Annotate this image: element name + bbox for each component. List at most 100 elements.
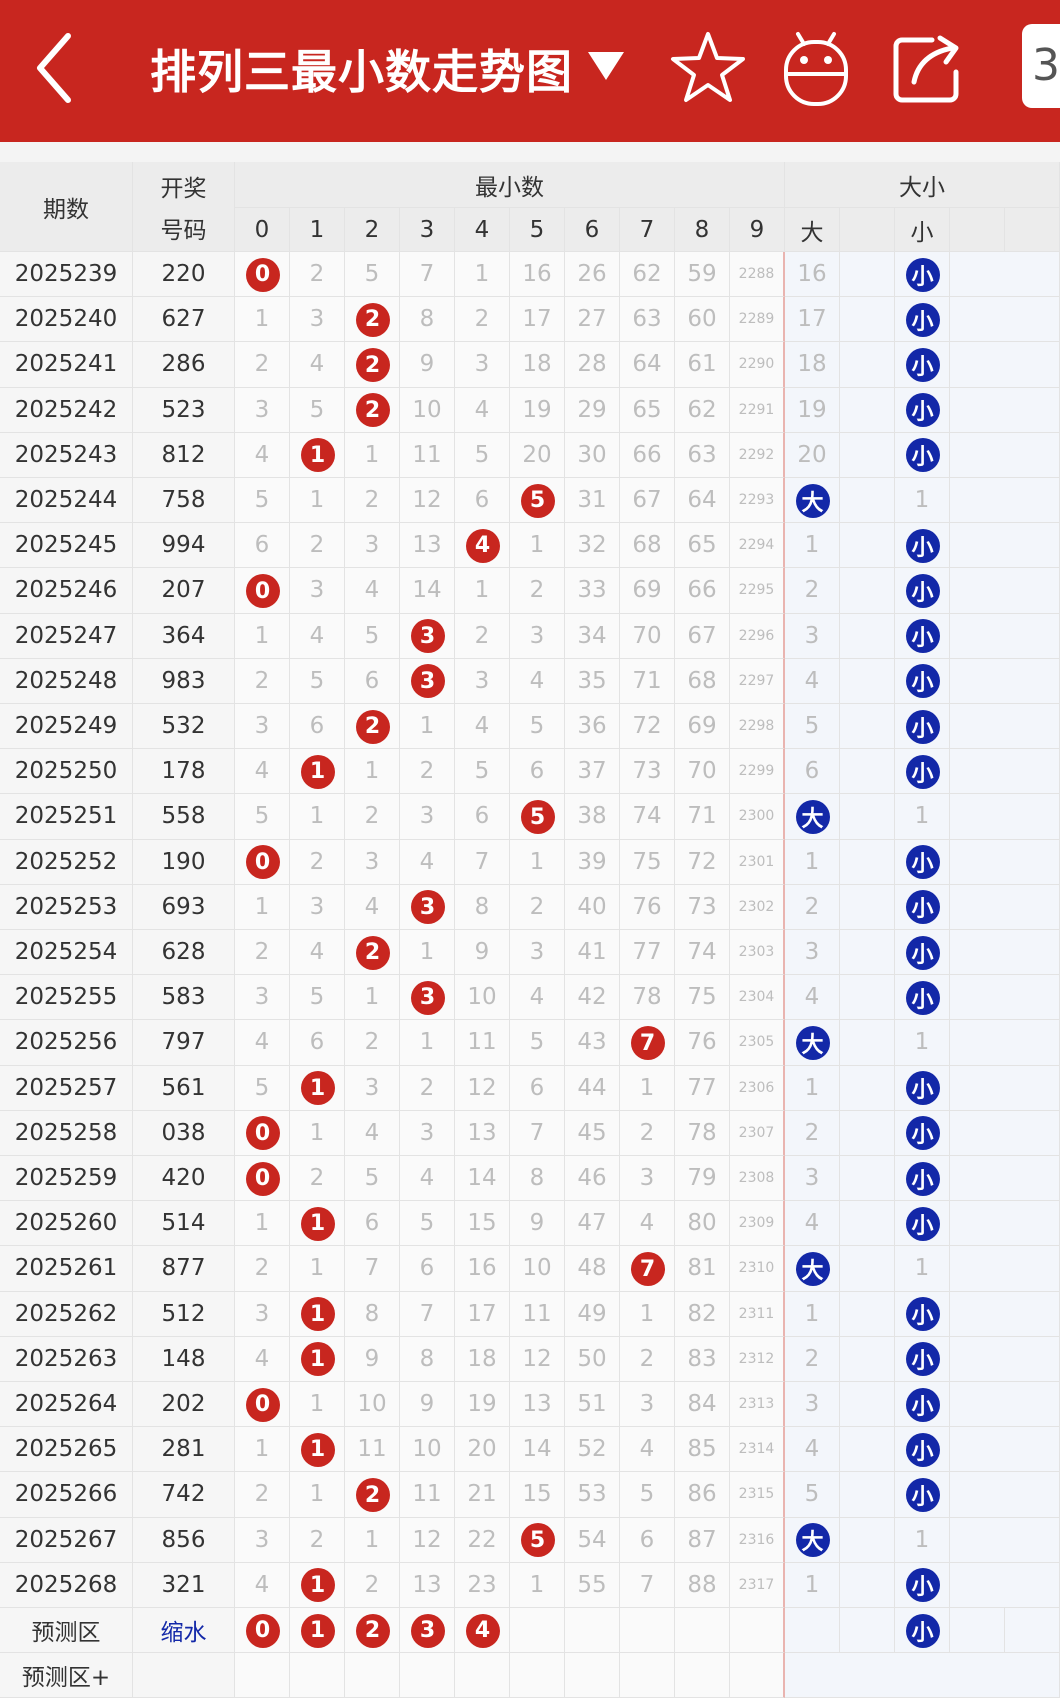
- draw-number-cell: 207: [133, 568, 235, 614]
- draw-number-cell: 627: [133, 297, 235, 343]
- size-header-1: [840, 208, 895, 252]
- miss-cell: 2299: [730, 749, 785, 795]
- issue-cell: 2025256: [0, 1020, 133, 1066]
- miss-cell: 1: [235, 884, 290, 930]
- size-big-ball: 大: [795, 800, 830, 834]
- page-title[interactable]: 排列三最小数走势图: [150, 45, 573, 99]
- predict-ball: 2: [355, 1613, 390, 1648]
- min-ball: 0: [245, 1161, 280, 1196]
- miss-cell: 5: [455, 432, 510, 478]
- predict-plus-draw: [133, 1653, 235, 1698]
- miss-cell: 10: [400, 387, 455, 433]
- miss-cell: 2315: [730, 1472, 785, 1518]
- miss-cell: 64: [675, 478, 730, 524]
- miss-cell: 2305: [730, 1020, 785, 1066]
- size-filler-cell: [950, 1472, 1060, 1518]
- share-icon[interactable]: [888, 28, 968, 108]
- min-ball: 7: [630, 1026, 665, 1060]
- miss-cell: 21: [455, 1472, 510, 1518]
- draw-number-cell: 583: [133, 975, 235, 1021]
- dropdown-triangle-icon[interactable]: [588, 52, 624, 80]
- miss-cell: 3: [290, 568, 345, 614]
- min-ball: 2: [355, 348, 390, 382]
- app-header: 排列三最小数走势图 3: [0, 0, 1060, 142]
- miss-cell: 4: [510, 658, 565, 704]
- miss-cell: 87: [675, 1517, 730, 1563]
- size-big-cell: 17: [785, 297, 840, 343]
- miss-cell: 41: [565, 930, 620, 976]
- miss-cell: 2: [455, 297, 510, 343]
- back-arrow-icon[interactable]: [30, 28, 80, 108]
- miss-cell: 2: [235, 658, 290, 704]
- miss-cell: 5: [345, 1156, 400, 1202]
- miss-cell: 44: [565, 1065, 620, 1111]
- miss-cell: 1: [235, 1427, 290, 1473]
- draw-number-cell: 321: [133, 1562, 235, 1608]
- miss-cell: 60: [675, 297, 730, 343]
- miss-cell: 1: [345, 749, 400, 795]
- miss-cell: 2301: [730, 839, 785, 885]
- header-gap: [0, 142, 1060, 162]
- side-tab[interactable]: 3: [1022, 24, 1060, 108]
- miss-cell: 2: [455, 613, 510, 659]
- star-icon[interactable]: [668, 28, 748, 108]
- miss-cell: 2292: [730, 432, 785, 478]
- digit-header-3: 3: [400, 208, 455, 252]
- size-filler-cell: [950, 1382, 1060, 1428]
- miss-cell: 78: [620, 975, 675, 1021]
- size-big-cell: 1: [785, 839, 840, 885]
- miss-cell: 78: [675, 1110, 730, 1156]
- size-header-3: [950, 208, 1005, 252]
- size-small-ball: 小: [905, 1116, 940, 1151]
- miss-cell: 16: [455, 1246, 510, 1292]
- miss-cell: 6: [345, 658, 400, 704]
- draw-number-cell: 758: [133, 478, 235, 524]
- size-small-ball: 小: [905, 754, 940, 789]
- size-big-cell: 3: [785, 1382, 840, 1428]
- miss-cell: 1: [290, 1472, 345, 1518]
- miss-cell: 42: [565, 975, 620, 1021]
- miss-cell: 6: [620, 1517, 675, 1563]
- issue-cell: 2025249: [0, 704, 133, 750]
- miss-cell: 2: [235, 1246, 290, 1292]
- issue-cell: 2025262: [0, 1291, 133, 1337]
- digit-header-5: 5: [510, 208, 565, 252]
- min-ball: 2: [355, 1478, 390, 1512]
- miss-cell: 2: [620, 1336, 675, 1382]
- miss-cell: 2295: [730, 568, 785, 614]
- issue-cell: 2025242: [0, 387, 133, 433]
- miss-cell: 2: [345, 1562, 400, 1608]
- draw-number-cell: 877: [133, 1246, 235, 1292]
- miss-cell: 3: [345, 1065, 400, 1111]
- size-small-ball: 小: [905, 1568, 940, 1603]
- miss-cell: 4: [235, 1020, 290, 1066]
- draw-number-cell: 797: [133, 1020, 235, 1066]
- miss-cell: 1: [510, 523, 565, 569]
- issue-cell: 2025267: [0, 1517, 133, 1563]
- miss-cell: 35: [565, 658, 620, 704]
- issue-cell: 2025255: [0, 975, 133, 1021]
- predict-draw-label: 缩水: [133, 1608, 235, 1654]
- miss-cell: 2311: [730, 1291, 785, 1337]
- size-small-ball: 小: [905, 619, 940, 654]
- miss-cell: 2297: [730, 658, 785, 704]
- miss-cell: 1: [235, 613, 290, 659]
- size-big-cell: 19: [785, 387, 840, 433]
- miss-cell: 38: [565, 794, 620, 840]
- miss-cell: 1: [290, 1246, 345, 1292]
- miss-cell: 6: [510, 749, 565, 795]
- miss-cell: 4: [235, 432, 290, 478]
- miss-cell: 2309: [730, 1201, 785, 1247]
- size-small-ball: 小: [905, 1387, 940, 1422]
- size-big-cell: 2: [785, 568, 840, 614]
- miss-cell: 74: [675, 930, 730, 976]
- miss-cell: 4: [345, 1110, 400, 1156]
- draw-number-cell: 561: [133, 1065, 235, 1111]
- robot-icon[interactable]: [776, 28, 856, 108]
- predict-plus-cell: [565, 1653, 620, 1698]
- predict-ball: 4: [465, 1613, 500, 1648]
- miss-cell: 5: [345, 613, 400, 659]
- miss-cell: 26: [565, 252, 620, 298]
- miss-cell: 4: [345, 884, 400, 930]
- size-gap-cell: [840, 1382, 895, 1428]
